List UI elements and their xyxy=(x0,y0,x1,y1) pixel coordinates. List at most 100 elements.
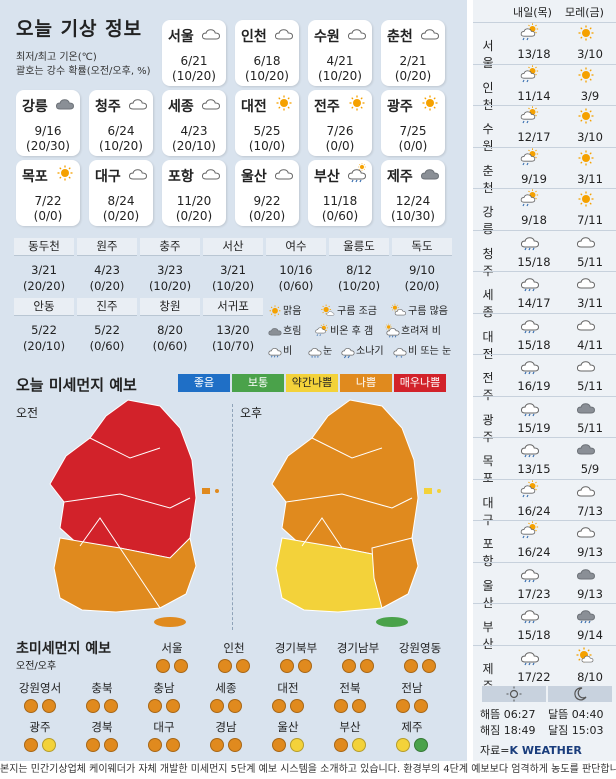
forecast-city: 청주 xyxy=(482,246,494,278)
city-name: 춘천 xyxy=(387,29,413,45)
region-name: 충북 xyxy=(91,681,113,695)
pm-dot xyxy=(352,738,366,752)
cloudy-then-rain-icon xyxy=(385,323,401,337)
city-pop: (10/20) xyxy=(99,139,143,153)
small-city-cell: 원주 4/23 (0/20) xyxy=(77,238,137,294)
cloud-icon xyxy=(346,25,367,41)
small-city-cell: 동두천 3/21 (20/20) xyxy=(14,238,74,294)
am-dot xyxy=(86,699,100,713)
cloud-icon xyxy=(200,165,221,181)
city-name: 제주 xyxy=(387,169,413,185)
rain-icon xyxy=(267,346,283,357)
legend-item: 흐려져 비 xyxy=(385,322,441,338)
small-city-pop: (20/20) xyxy=(22,279,66,293)
forecast-row: 수원 12/17 3/10 xyxy=(473,105,616,153)
rain-icon xyxy=(519,357,549,375)
cloud-icon xyxy=(273,165,294,181)
pm-dot xyxy=(414,738,428,752)
small-city-cell: 서귀포 13/20 (10/70) xyxy=(203,298,263,354)
cloud-rain-after-icon xyxy=(346,163,367,183)
sunrise: 해뜸 06:27 xyxy=(480,708,536,721)
city-name: 대전 xyxy=(241,99,267,115)
cloud-rain-icon xyxy=(575,606,605,624)
city-name: 전주 xyxy=(314,99,340,115)
am-dot xyxy=(210,699,224,713)
dayafter-temp: 3/11 xyxy=(577,296,603,310)
rain-icon xyxy=(519,274,549,292)
legend-item: 비온 후 갬 xyxy=(314,322,373,338)
forecast-city: 수원 xyxy=(482,122,494,153)
forecast-row: 춘천 9/19 3/11 xyxy=(473,146,616,195)
city-card: 세종 4/23 (20/10) xyxy=(162,90,226,156)
legend-item: 맑음 xyxy=(267,302,301,318)
city-name: 목포 xyxy=(22,169,48,185)
dust-scale-item: 매우나쁨 xyxy=(394,374,446,392)
am-dot xyxy=(272,738,286,752)
city-name: 세종 xyxy=(168,99,194,115)
city-pop: (0/60) xyxy=(321,209,359,223)
am-dot xyxy=(86,738,100,752)
tomorrow-temp: 16/24 xyxy=(517,545,551,559)
city-card: 수원 4/21 (10/20) xyxy=(308,20,372,86)
city-pop: (10/30) xyxy=(391,209,435,223)
region-name: 충남 xyxy=(153,681,175,695)
pm-dot xyxy=(352,699,366,713)
dayafter-temp: 4/11 xyxy=(577,337,603,352)
forecast-row: 서울 13/18 3/10 xyxy=(473,22,616,70)
city-temp: 7/25 xyxy=(399,124,427,138)
forecast-city: 목포 xyxy=(482,454,494,485)
sun-box xyxy=(482,686,546,702)
forecast-row: 광주 15/19 5/11 xyxy=(473,395,616,444)
region-name: 대전 xyxy=(277,681,299,695)
footer-note: 본지는 민간기상업체 케이웨더가 자체 개발한 미세먼지 5단계 예보 시스템을… xyxy=(0,761,616,779)
pm-dot xyxy=(166,738,180,752)
dayafter-temp: 3/10 xyxy=(577,47,603,61)
small-city-cell: 서산 3/21 (10/20) xyxy=(203,238,263,294)
legend-label: 흐림 xyxy=(283,326,302,337)
city-name: 서울 xyxy=(168,29,194,45)
city-card: 부산 11/18 (0/60) xyxy=(308,160,372,226)
rain-after-sun-icon xyxy=(519,106,549,126)
city-card: 인천 6/18 (10/20) xyxy=(235,20,299,86)
forecast-city: 강릉 xyxy=(482,205,494,236)
city-temp: 7/26 xyxy=(326,124,354,138)
small-city-name: 원주 xyxy=(77,238,137,256)
cloud-icon xyxy=(273,25,294,41)
overcast-icon xyxy=(575,440,605,458)
small-city-name: 진주 xyxy=(77,298,137,316)
region-name: 부산 xyxy=(339,720,361,734)
dust-title: 오늘 미세먼지 예보 xyxy=(16,376,137,394)
pm-dot xyxy=(42,699,56,713)
mostly-cloudy-icon xyxy=(391,303,408,317)
forecast-city: 부산 xyxy=(482,620,494,651)
forecast-row: 강릉 9/18 7/11 xyxy=(473,188,616,236)
sun-icon xyxy=(419,95,439,111)
fine-dust-region: 경남 xyxy=(200,719,252,752)
small-city-name: 충주 xyxy=(140,238,200,256)
legend-item: 비 또는 눈 xyxy=(392,342,451,358)
city-temp: 5/25 xyxy=(253,124,281,138)
forecast-city: 대전 xyxy=(482,329,494,361)
rain-icon xyxy=(519,233,549,251)
kweather-logo: K WEATHER xyxy=(509,744,582,757)
dust-scale-item: 좋음 xyxy=(178,374,230,392)
fine-dust-region: 대구 xyxy=(138,719,190,752)
city-pop: (0/0) xyxy=(33,209,63,223)
sun-icon xyxy=(575,150,605,168)
legend-label: 흐려져 비 xyxy=(401,326,441,337)
fine-dust-region: 광주 xyxy=(14,719,66,752)
cloud-icon xyxy=(127,165,148,181)
small-city-pop: (10/20) xyxy=(148,279,192,293)
small-city-temp: 4/23 xyxy=(94,263,120,277)
moonrise: 달뜸 04:40 xyxy=(548,708,604,721)
pm-dot xyxy=(290,699,304,713)
city-temp: 4/21 xyxy=(326,54,354,68)
moonset: 달짐 15:03 xyxy=(548,724,604,737)
dust-scale-item: 약간나쁨 xyxy=(286,374,338,392)
fine-dust-region: 인천 xyxy=(208,640,260,673)
sun-icon xyxy=(346,95,366,111)
city-pop: (10/20) xyxy=(172,69,216,83)
forecast-city: 전주 xyxy=(482,371,494,402)
small-city-temp: 8/12 xyxy=(346,263,372,277)
dayafter-temp: 5/11 xyxy=(577,379,603,393)
